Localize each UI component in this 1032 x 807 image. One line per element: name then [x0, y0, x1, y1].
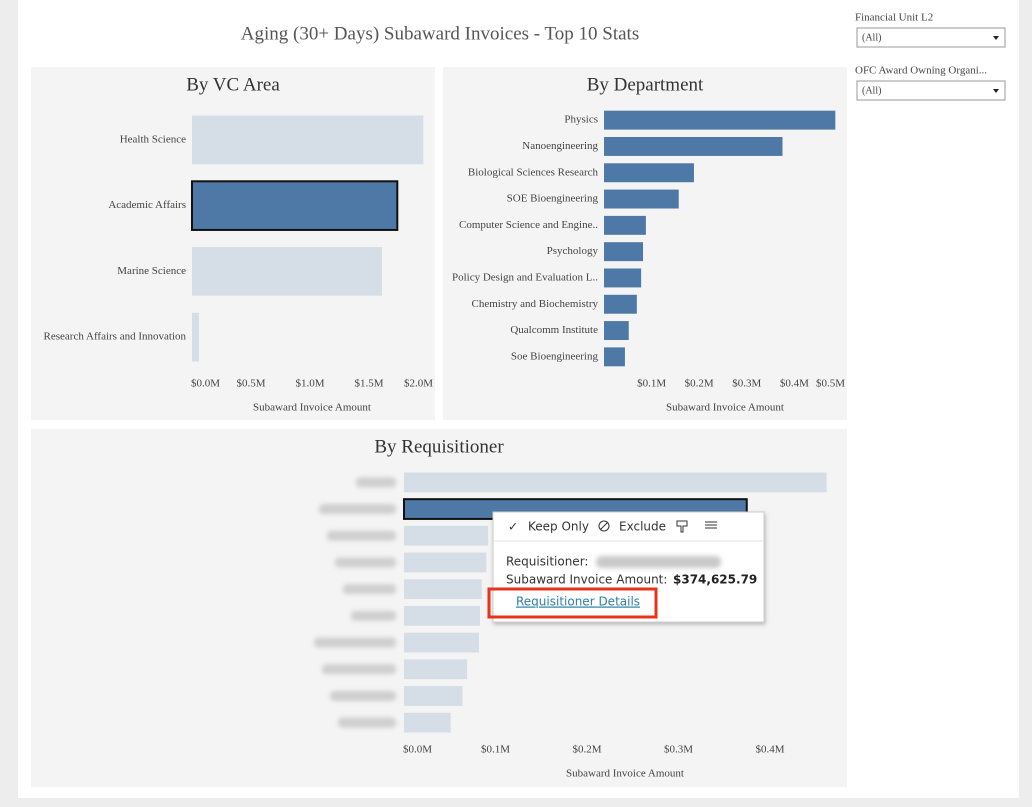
- dashboard-title: Aging (30+ Days) Subaward Invoices - Top…: [241, 23, 639, 44]
- bar: [192, 115, 424, 165]
- bar: [604, 110, 836, 130]
- bar: [404, 712, 451, 733]
- y-tick-label: Research Affairs and Innovation: [44, 331, 187, 343]
- filter-dropdown[interactable]: [856, 80, 1006, 101]
- blurred-label: [314, 637, 396, 648]
- x-tick-label: $0.1M: [481, 744, 510, 756]
- group-icon[interactable]: [676, 520, 688, 533]
- y-tick-label: Qualcomm Institute: [510, 324, 598, 336]
- blurred-label: [356, 477, 396, 488]
- y-tick-label: Health Science: [120, 133, 186, 145]
- bar: [604, 136, 783, 156]
- bar: [604, 347, 625, 367]
- bar: [604, 215, 646, 235]
- axis-title: Subaward Invoice Amount: [666, 402, 784, 414]
- filter-value: (All): [862, 32, 881, 43]
- x-tick-label: $0.5M: [236, 378, 265, 390]
- x-tick-label: $0.2M: [685, 378, 714, 390]
- x-tick-label: $1.5M: [354, 378, 383, 390]
- axis-title: Subaward Invoice Amount: [253, 402, 371, 414]
- x-tick-label: $0.1M: [637, 378, 666, 390]
- blurred-label: [335, 557, 396, 568]
- axis-title: Subaward Invoice Amount: [566, 768, 684, 780]
- x-tick-label: $1.0M: [295, 378, 324, 390]
- blurred-label: [322, 664, 396, 675]
- chart-title: By VC Area: [186, 74, 280, 95]
- dropdown-arrow: [993, 89, 999, 93]
- bar: [404, 525, 489, 546]
- y-tick-label: Physics: [564, 114, 598, 126]
- check-icon: ✓: [508, 520, 518, 534]
- y-tick-label: Policy Design and Evaluation L..: [452, 271, 598, 283]
- bar: [404, 686, 463, 706]
- blurred-label: [338, 717, 396, 728]
- y-tick-label: Nanoengineering: [522, 140, 598, 152]
- dropdown-arrow: [993, 36, 999, 40]
- blurred-label: [330, 690, 396, 701]
- exclude-icon: [598, 520, 610, 532]
- keep-only[interactable]: Keep Only: [528, 520, 589, 534]
- y-tick-label: Psychology: [547, 245, 599, 257]
- x-tick-label: $0.4M: [780, 378, 809, 390]
- bar: [192, 312, 200, 362]
- bar: [604, 242, 644, 262]
- blurred-label: [351, 610, 396, 621]
- chart: By Department Subaward Invoice Amount$0.1…: [452, 74, 845, 413]
- tooltip-field: Requisitioner:: [506, 555, 588, 569]
- charts: By VC Area Subaward Invoice Amount $0.0M $0…: [44, 74, 846, 779]
- y-tick-label: Biological Sciences Research: [468, 166, 599, 178]
- filter-label: Financial Unit L2: [855, 12, 933, 24]
- filter-dropdown[interactable]: [856, 27, 1006, 48]
- tooltip-amount: $374,625.79: [673, 573, 757, 587]
- blurred-label: [327, 530, 396, 541]
- exclude-icon: [600, 522, 608, 530]
- x-tick-label: $0.0M: [191, 378, 220, 390]
- bar: [404, 579, 482, 600]
- x-tick-label: $2.0M: [404, 378, 433, 390]
- view-data-icon[interactable]: [705, 521, 717, 529]
- chart-title: By Requisitioner: [374, 436, 504, 457]
- bar: [191, 180, 399, 231]
- bar: [404, 632, 480, 653]
- bar: [404, 472, 827, 493]
- x-tick-label: $0.3M: [732, 378, 761, 390]
- exclude[interactable]: Exclude: [619, 520, 666, 534]
- chart-title: By Department: [587, 74, 704, 95]
- bar: [604, 321, 629, 341]
- filter-label: OFC Award Owning Organi...: [855, 65, 987, 77]
- y-tick-label: Soe Bioengineering: [511, 350, 599, 362]
- bar: [192, 247, 382, 296]
- blurred-label: [319, 504, 396, 515]
- x-tick-label: $0.2M: [572, 744, 601, 756]
- x-tick-label: $0.5M: [816, 378, 845, 390]
- y-tick-label: SOE Bioengineering: [507, 193, 599, 205]
- bar: [604, 189, 679, 209]
- x-tick-label: $0.4M: [755, 744, 784, 756]
- y-tick-label: Academic Affairs: [108, 199, 186, 211]
- blurred-label: [343, 584, 396, 595]
- tooltip-field: Subaward Invoice Amount:: [506, 573, 667, 587]
- bar: [404, 605, 480, 626]
- chart: By Requisitioner Subaward Invoice Amount $…: [314, 436, 827, 780]
- x-tick-label: $0.0M: [403, 744, 432, 756]
- filter-value: (All): [862, 85, 881, 96]
- y-tick-label: Marine Science: [117, 265, 186, 277]
- y-tick-label: Chemistry and Biochemistry: [472, 298, 599, 310]
- x-tick-label: $0.3M: [664, 744, 693, 756]
- bar: [404, 552, 487, 573]
- chart: By VC Area Subaward Invoice Amount $0.0M $0…: [44, 74, 434, 413]
- y-tick-label: Computer Science and Engine..: [459, 219, 598, 231]
- tooltip-link[interactable]: Requisitioner Details: [516, 595, 640, 609]
- bar: [404, 659, 468, 680]
- bar: [604, 163, 694, 183]
- tooltip: ✓ Keep Only Exclude Requisitioner: Subaw…: [487, 511, 765, 623]
- blurred-name: [596, 556, 721, 568]
- bar: [604, 294, 637, 314]
- highlight-box: [487, 587, 658, 619]
- bar: [604, 268, 642, 288]
